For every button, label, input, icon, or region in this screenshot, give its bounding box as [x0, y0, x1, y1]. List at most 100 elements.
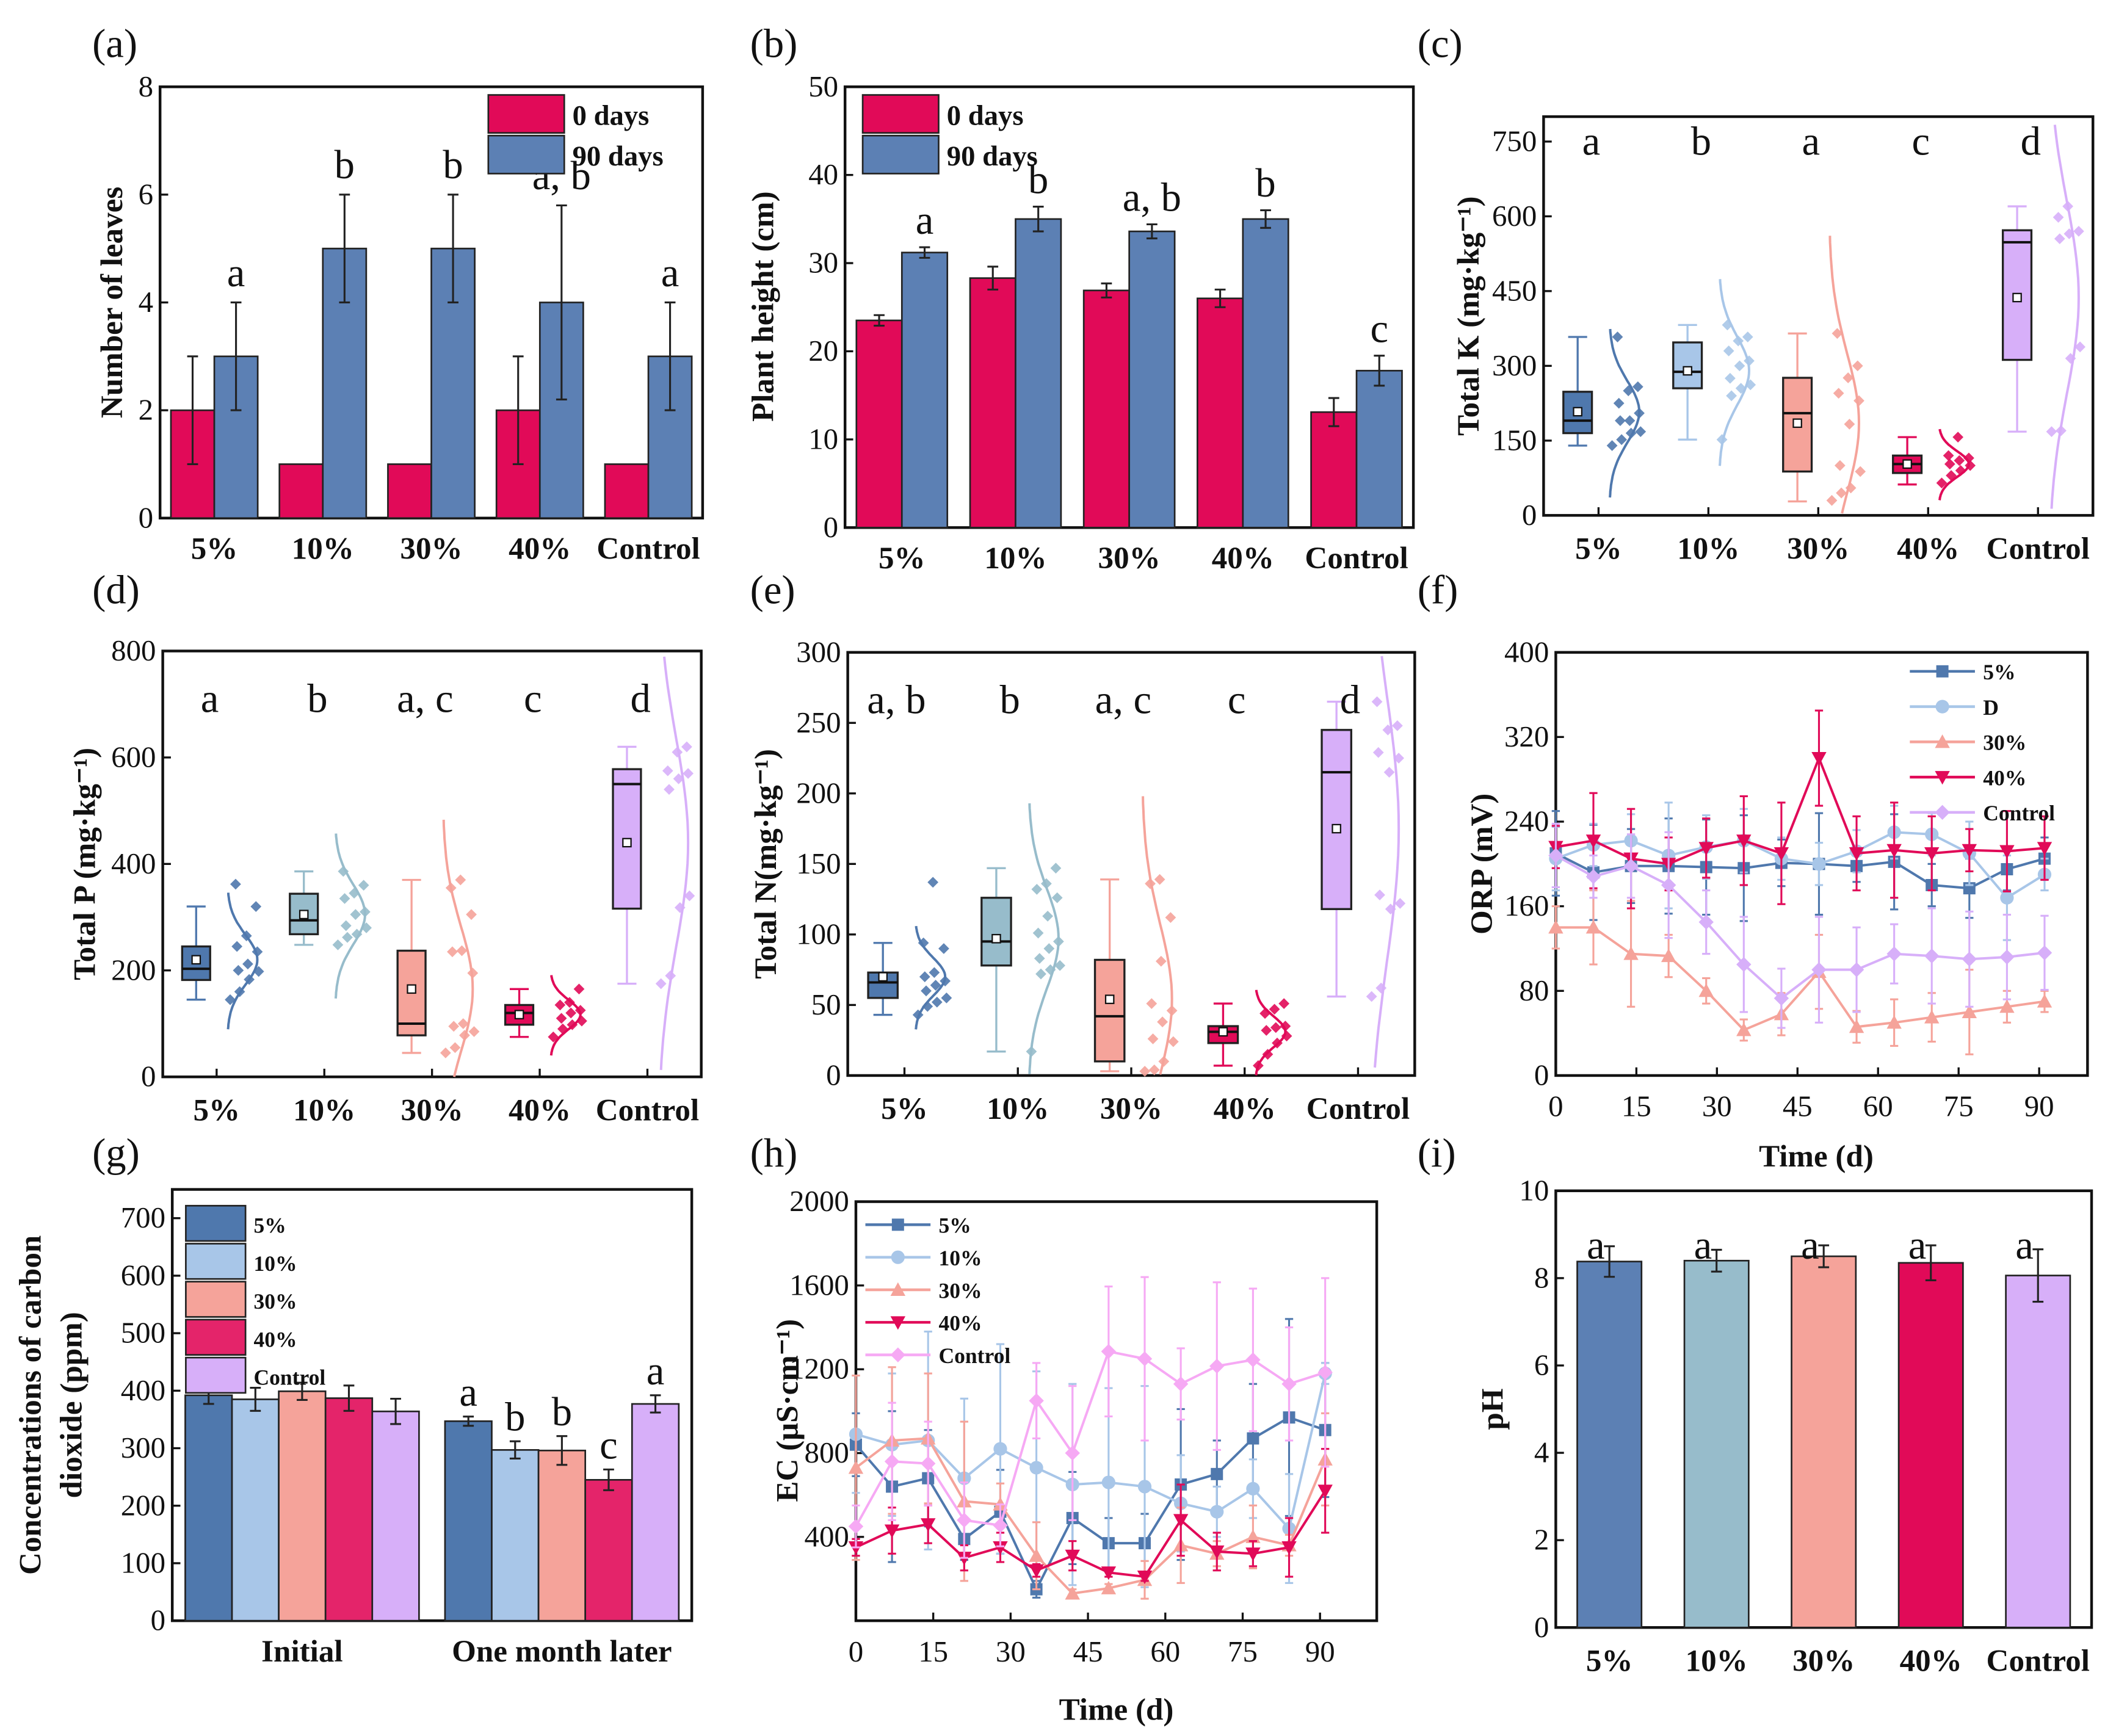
x-category-label: 30% — [1792, 1643, 1855, 1678]
mean-marker — [1218, 1027, 1228, 1037]
marker-triangle-down — [993, 1541, 1008, 1555]
x-category-label: 40% — [509, 1093, 571, 1127]
data-point — [1734, 360, 1745, 372]
legend-swatch — [185, 1318, 247, 1356]
x-tick-label: 60 — [1863, 1090, 1893, 1123]
bar-Control-One-month-later — [631, 1403, 680, 1622]
panel-i: (i) 0 2 4 6 8 10 pH a 5% a 10% a 30% a 40% a Control — [1418, 1131, 2093, 1678]
y-tick-label: 2 — [1534, 1523, 1549, 1557]
marker-diamond — [1811, 962, 1827, 977]
marker-triangle-up — [1661, 948, 1676, 963]
marker-diamond — [1849, 962, 1864, 977]
bar-0-days-10% — [278, 463, 324, 519]
bar-0-days-Control — [604, 463, 650, 519]
data-point — [1157, 1016, 1168, 1028]
y-tick-label: 300 — [1492, 349, 1537, 382]
x-category-label: 40% — [1900, 1643, 1962, 1678]
marker-circle — [1210, 1505, 1224, 1519]
y-tick-label: 1200 — [789, 1352, 849, 1386]
bar-pH-30% — [1791, 1255, 1857, 1629]
significance-letter: a, c — [397, 676, 453, 721]
significance-letter: a — [661, 251, 679, 295]
y-tick-label: 6 — [139, 177, 153, 211]
marker-circle — [1812, 857, 1826, 871]
x-category-label: 40% — [1214, 1091, 1276, 1126]
y-tick-label: 100 — [121, 1546, 165, 1579]
legend: 0 days 90 days — [861, 94, 1038, 175]
data-point — [655, 978, 667, 989]
y-tick-label: 450 — [1492, 273, 1537, 307]
marker-triangle-down — [1962, 844, 1977, 858]
x-category-label: 30% — [1100, 1091, 1162, 1126]
data-point — [664, 784, 675, 795]
y-tick-label: 20 — [808, 334, 838, 367]
y-tick-label: 8 — [1534, 1260, 1549, 1294]
marker-square — [1936, 665, 1949, 678]
data-point — [1723, 345, 1734, 356]
y-tick-label: 0 — [824, 510, 838, 544]
bar-0-days-30% — [387, 463, 432, 519]
distribution-curve — [549, 975, 582, 1056]
marker-triangle-down — [884, 1524, 900, 1538]
data-point — [440, 1047, 451, 1058]
data-point — [449, 1042, 461, 1054]
distribution-curve — [1609, 328, 1641, 498]
bar-90-days-30% — [1128, 230, 1176, 529]
data-point — [1043, 943, 1055, 954]
y-tick-label: 300 — [796, 635, 841, 668]
x-tick-label: 60 — [1150, 1635, 1180, 1668]
y-tick-label: 0 — [1522, 498, 1537, 532]
data-point — [447, 946, 458, 958]
y-tick-label: 240 — [1504, 805, 1549, 838]
data-point — [1269, 1004, 1280, 1015]
marker-triangle-up — [1736, 1022, 1752, 1036]
bar-0-days-Control — [1310, 411, 1358, 529]
significance-letter: c — [524, 676, 542, 721]
plot-frame — [854, 1200, 1379, 1622]
marker-triangle-down — [1999, 845, 2015, 859]
distribution-curve — [1028, 803, 1060, 1074]
marker-triangle-up — [1924, 1010, 1940, 1024]
significance-letter: c — [1370, 306, 1388, 351]
panel-d: (d) 0 200 400 600 800 Total P (mg·kg⁻¹) 5% a 10% b… — [68, 568, 703, 1127]
bar-40%-Initial — [324, 1397, 374, 1622]
significance-letter: b — [307, 676, 327, 721]
legend-label: Control — [253, 1365, 325, 1390]
legend-label: 90 days — [947, 140, 1038, 172]
y-tick-label: 10 — [1519, 1173, 1549, 1207]
bar-pH-Control — [2005, 1275, 2071, 1629]
y-axis-title: Number of leaves — [95, 187, 129, 418]
series-40% — [1548, 709, 2053, 910]
data-point — [1615, 415, 1626, 427]
x-category-label: 40% — [509, 531, 571, 566]
mean-marker — [991, 934, 1001, 944]
y-tick-label: 4 — [139, 285, 153, 319]
data-point — [1167, 1036, 1179, 1047]
legend-swatch — [185, 1356, 247, 1394]
data-point — [919, 971, 930, 983]
mean-marker — [1573, 407, 1582, 417]
marker-triangle-down — [920, 1518, 936, 1532]
marker-triangle-down — [1886, 844, 1902, 858]
bar-90-days-Control — [1355, 369, 1403, 529]
mean-marker — [1792, 418, 1802, 429]
marker-triangle-up — [1886, 1015, 1902, 1029]
legend-label: 30% — [253, 1289, 297, 1314]
data-point — [1155, 955, 1167, 967]
legend-label: 40% — [253, 1327, 297, 1351]
x-category-label: 10% — [1686, 1643, 1748, 1678]
x-category-label: 30% — [400, 531, 462, 566]
data-point — [332, 939, 344, 950]
data-point — [683, 768, 694, 779]
marker-triangle-up — [1029, 1548, 1044, 1562]
legend-label: 5% — [938, 1213, 971, 1238]
data-point — [1624, 415, 1636, 427]
data-point — [1742, 331, 1753, 342]
mean-marker — [299, 910, 309, 919]
series-Control — [848, 1276, 1333, 1559]
data-point — [1034, 953, 1045, 964]
data-point — [1844, 418, 1855, 430]
data-point — [2046, 426, 2057, 438]
data-point — [1050, 863, 1062, 874]
marker-triangle-up — [2037, 994, 2053, 1008]
